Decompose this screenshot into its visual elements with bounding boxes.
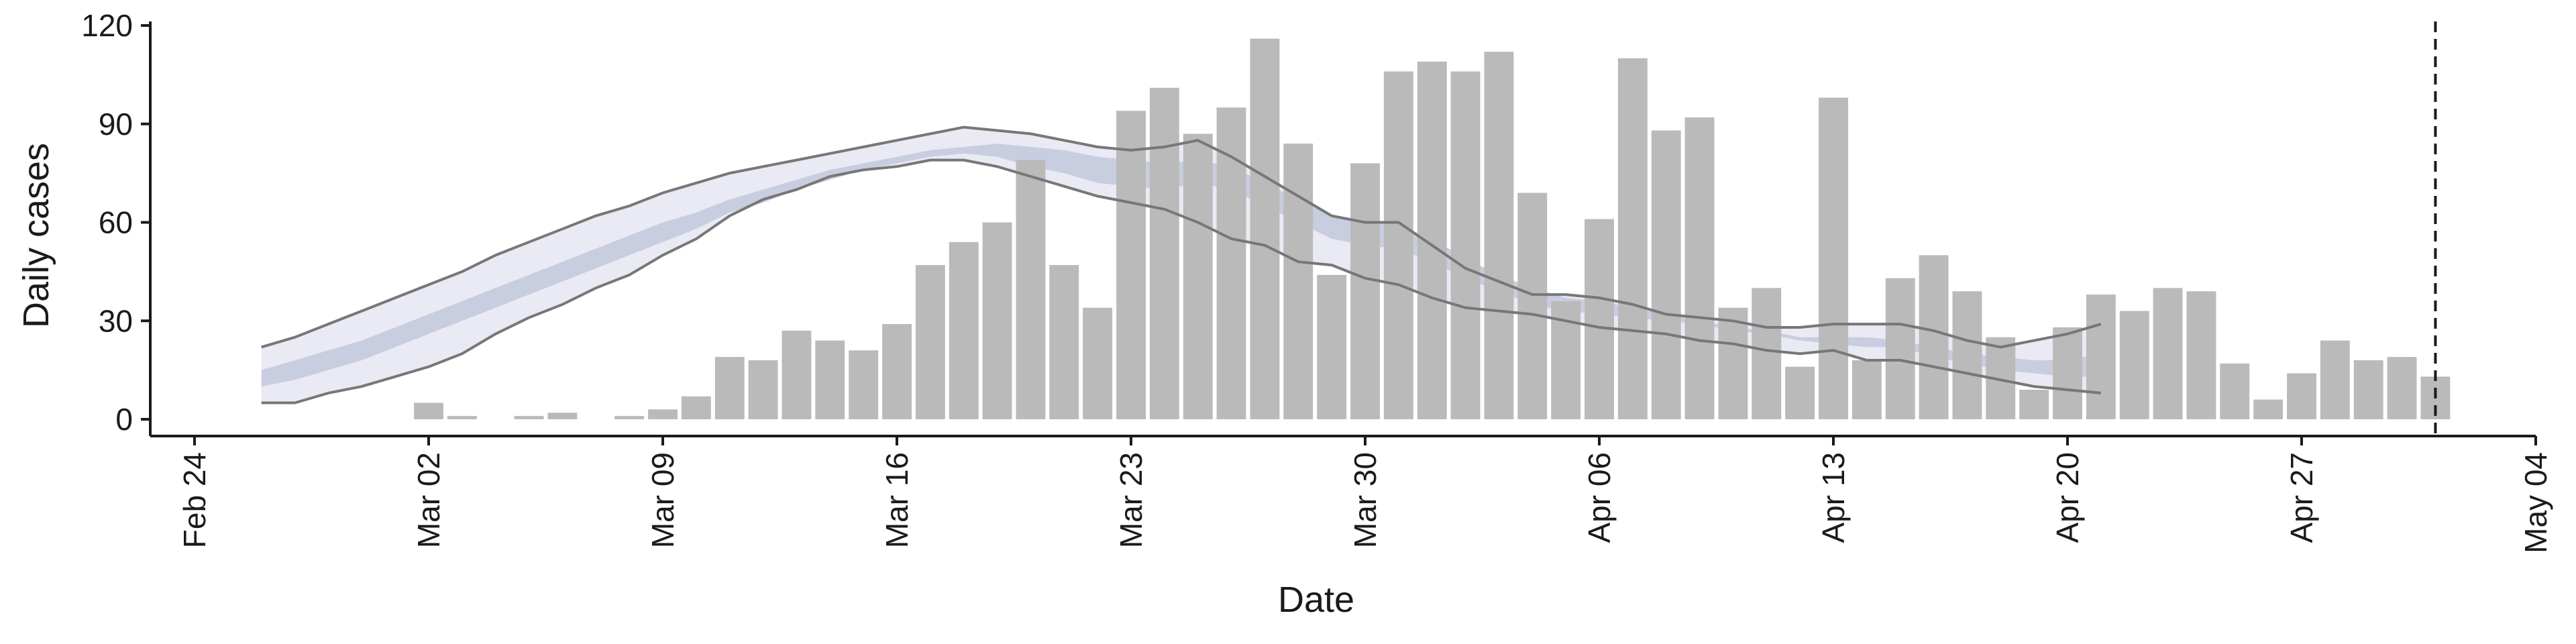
x-axis-ticks: Feb 24 Mar 02 Mar 09 Mar 16 Mar 23 Mar 30 Apr … bbox=[177, 436, 2553, 553]
x-tick-label: Apr 27 bbox=[2284, 452, 2319, 543]
x-tick-label: Mar 23 bbox=[1114, 452, 1148, 548]
case-bar bbox=[849, 350, 879, 419]
case-bar bbox=[2353, 360, 2383, 419]
case-bar bbox=[1752, 288, 1782, 419]
case-bar bbox=[2186, 291, 2216, 419]
case-bar bbox=[1417, 61, 1447, 420]
case-bar bbox=[882, 324, 912, 419]
case-bar bbox=[1383, 71, 1413, 419]
x-tick-label: Apr 20 bbox=[2050, 452, 2085, 543]
y-axis-ticks: 0 30 60 90 120 bbox=[81, 8, 150, 437]
outer-interval-band bbox=[261, 127, 2101, 403]
lower-interval-line bbox=[261, 158, 2102, 405]
case-bar bbox=[1183, 133, 1213, 419]
case-bar bbox=[414, 402, 443, 419]
case-bar bbox=[1819, 97, 1848, 419]
x-tick-label: Feb 24 bbox=[177, 452, 212, 548]
case-bar bbox=[2320, 340, 2350, 419]
case-bar bbox=[815, 340, 845, 419]
case-bar bbox=[1450, 71, 1481, 419]
case-bar bbox=[514, 416, 544, 419]
interval-boundary-lines bbox=[261, 125, 2102, 405]
inner-interval-band bbox=[261, 144, 2101, 387]
daily-case-bars bbox=[414, 38, 2451, 420]
case-bar bbox=[2253, 399, 2284, 419]
y-tick-label: 30 bbox=[99, 303, 133, 338]
case-bar bbox=[681, 396, 711, 419]
case-bar bbox=[1016, 160, 1046, 419]
case-bar bbox=[1350, 163, 1380, 419]
case-bar bbox=[1517, 193, 1548, 419]
case-bar bbox=[1116, 111, 1146, 419]
x-tick-label: Apr 13 bbox=[1816, 452, 1851, 543]
x-tick-label: Mar 09 bbox=[645, 452, 680, 548]
case-bar bbox=[1851, 360, 1882, 419]
case-bar bbox=[1718, 307, 1748, 419]
case-bar bbox=[2220, 363, 2250, 419]
case-bar bbox=[1083, 307, 1113, 419]
x-tick-label: Mar 16 bbox=[879, 452, 914, 548]
x-tick-label: Apr 06 bbox=[1582, 452, 1617, 543]
y-tick-label: 0 bbox=[115, 402, 133, 437]
case-bar bbox=[2086, 294, 2116, 419]
y-tick-label: 120 bbox=[81, 8, 133, 43]
x-tick-label: Mar 30 bbox=[1348, 452, 1383, 548]
case-bar bbox=[1919, 255, 1949, 419]
case-bar bbox=[547, 413, 578, 419]
y-tick-label: 60 bbox=[99, 205, 133, 240]
case-bar bbox=[982, 222, 1012, 419]
case-bar bbox=[1216, 107, 1246, 420]
case-bar bbox=[1484, 52, 1514, 420]
y-tick-label: 90 bbox=[99, 107, 133, 142]
case-bar bbox=[2153, 288, 2183, 419]
case-bar bbox=[2287, 373, 2316, 419]
case-bar bbox=[1149, 87, 1179, 419]
case-bar bbox=[614, 416, 645, 419]
case-bar bbox=[1585, 219, 1614, 419]
x-tick-label: May 04 bbox=[2518, 452, 2553, 553]
case-bar bbox=[1617, 58, 1648, 419]
case-bar bbox=[1684, 117, 1715, 419]
case-bar bbox=[782, 330, 812, 419]
y-axis-title: Daily cases bbox=[16, 143, 56, 328]
case-bar bbox=[1283, 144, 1313, 419]
case-bar bbox=[915, 265, 945, 419]
case-bar bbox=[1250, 38, 1280, 420]
case-bar bbox=[1885, 278, 1915, 419]
case-bar bbox=[949, 241, 979, 419]
case-bar bbox=[447, 416, 477, 419]
case-bar bbox=[2019, 390, 2049, 419]
case-bar bbox=[2119, 311, 2149, 419]
case-bar bbox=[648, 409, 678, 419]
case-bar bbox=[1952, 291, 1982, 419]
case-bar bbox=[1049, 265, 1079, 419]
case-bar bbox=[1651, 130, 1681, 419]
case-bar bbox=[2053, 327, 2082, 419]
credible-interval-bands bbox=[261, 127, 2101, 403]
case-bar bbox=[1317, 274, 1347, 419]
upper-interval-line bbox=[261, 125, 2102, 349]
case-bar bbox=[1785, 366, 1815, 419]
x-tick-label: Mar 02 bbox=[411, 452, 446, 548]
case-bar bbox=[748, 360, 778, 419]
axes bbox=[149, 21, 2536, 437]
case-bar bbox=[2387, 357, 2417, 419]
case-bar bbox=[714, 357, 745, 419]
x-axis-title: Date bbox=[1278, 580, 1354, 620]
